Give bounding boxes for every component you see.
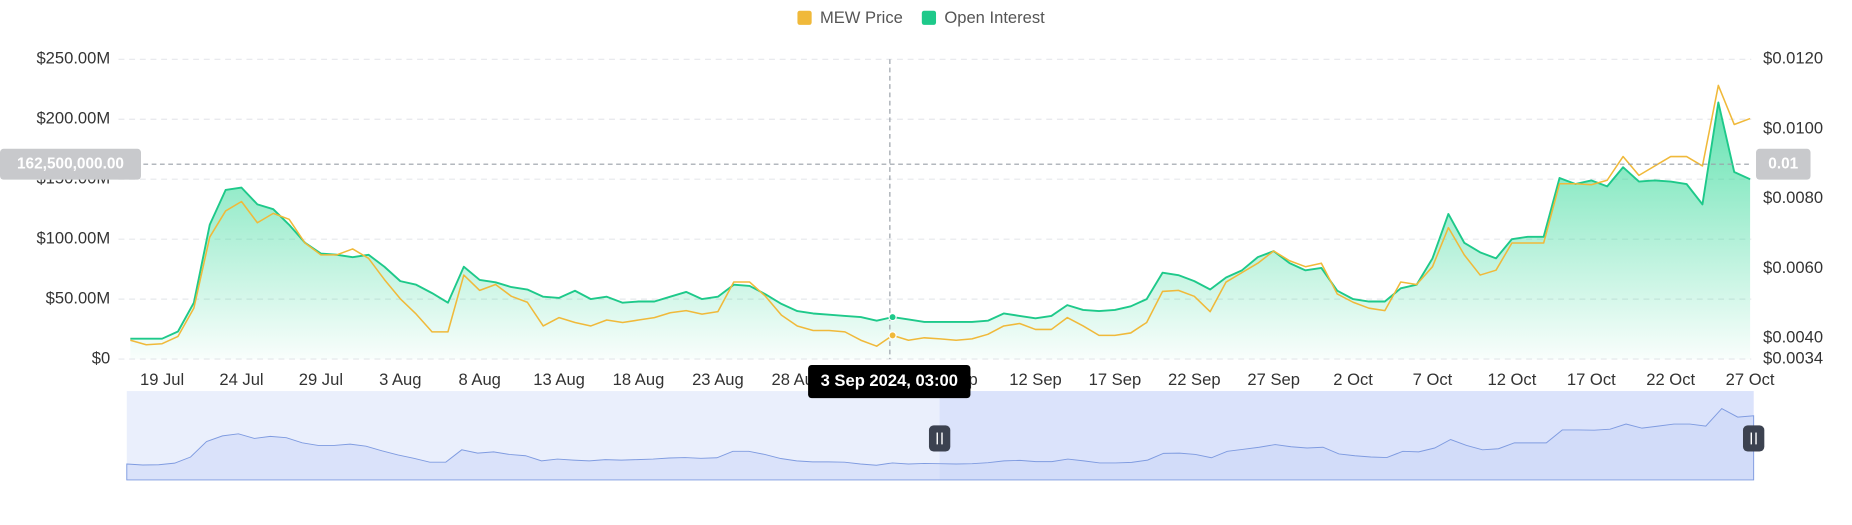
legend-label[interactable]: Open Interest [944,8,1045,27]
legend-swatch[interactable] [797,10,812,25]
navigator-handle[interactable] [928,425,951,452]
x-tick-label: 17 Sep [1089,370,1142,389]
x-tick-label: 27 Sep [1247,370,1300,389]
x-tick-label: 19 Jul [140,370,184,389]
x-tick-label: 8 Aug [458,370,500,389]
y2-tick-label: $0.0120 [1763,49,1823,68]
y2-tick-label: $0.0040 [1763,328,1823,347]
tooltip-date: 3 Sep 2024, 03:00 [821,371,958,390]
x-tick-label: 23 Aug [692,370,744,389]
x-tick-label: 13 Aug [533,370,585,389]
x-tick-label: 12 Oct [1487,370,1536,389]
crosshair-y2-label-bg [1756,148,1811,180]
hover-point [888,331,897,340]
y2-tick-label: $0.0080 [1763,188,1823,207]
y-tick-label: $100.00M [36,229,110,248]
x-tick-label: 3 Aug [379,370,421,389]
x-tick-label: 12 Sep [1009,370,1062,389]
y2-tick-label: $0.0034 [1763,348,1823,367]
x-tick-label: 2 Oct [1333,370,1373,389]
legend: MEW Price Open Interest [797,8,1045,27]
y-tick-label: $250.00M [36,49,110,68]
hover-point [888,312,897,322]
x-tick-label: 27 Oct [1726,370,1775,389]
y2-tick-label: $0.0100 [1763,118,1823,137]
crosshair: 162,500,000.00 0.01 3 Sep 2024, 03:00 [0,59,1811,399]
series-line [130,101,1751,340]
area [130,102,1751,360]
x-tick-label: 18 Aug [613,370,665,389]
crosshair-y-label-bg [0,148,142,180]
x-tick-label: 22 Sep [1168,370,1221,389]
legend-swatch[interactable] [921,10,937,25]
tooltip-bg [808,364,971,399]
series-line [130,84,1751,347]
x-tick-label: 22 Oct [1646,370,1695,389]
y2-tick-label: $0.0060 [1763,258,1823,277]
crosshair-y2-label: 0.01 [1768,155,1798,172]
y-tick-label: $200.00M [36,109,110,128]
plot-area [130,84,1751,360]
x-tick-label: 29 Jul [299,370,343,389]
crosshair-y-label: 162,500,000.00 [17,155,124,172]
x-tick-label: 24 Jul [219,370,263,389]
x-tick-label: 17 Oct [1567,370,1616,389]
legend-label[interactable]: MEW Price [820,8,903,27]
navigator-area [126,408,1755,481]
x-tick-label: 7 Oct [1413,370,1453,389]
navigator-handle[interactable] [1742,425,1765,452]
y-tick-label: $0 [92,348,110,367]
y-tick-label: $50.00M [46,288,111,307]
navigator[interactable] [126,391,1765,481]
